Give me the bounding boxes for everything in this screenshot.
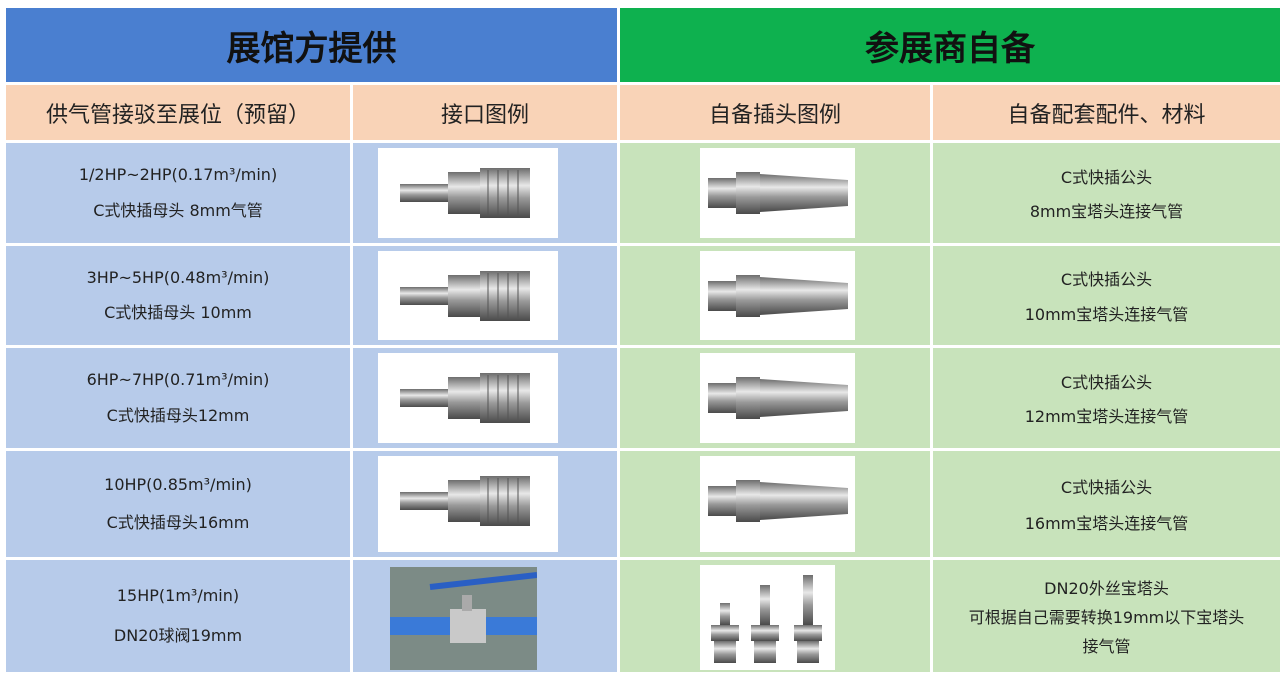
supply-cell: 6HP~7HP(0.71m³/min) C式快插母头12mm [6, 348, 350, 448]
coupler-image [378, 148, 558, 238]
supply-line: C式快插母头16mm [106, 512, 250, 532]
materials-line: 12mm宝塔头连接气管 [1024, 407, 1189, 427]
supply-line: C式快插母头 10mm [104, 303, 252, 322]
materials-cell: DN20外丝宝塔头可根据自己需要转换19mm以下宝塔头 接气管 [933, 560, 1280, 672]
column-header: 供气管接驳至展位（预留） [6, 85, 350, 140]
supply-line: 15HP(1m³/min) [116, 586, 240, 606]
supply-line: 6HP~7HP(0.71m³/min) [86, 370, 270, 390]
materials-line: 接气管 [1082, 637, 1131, 656]
plug-image [700, 353, 855, 443]
materials-line: 10mm宝塔头连接气管 [1024, 304, 1189, 324]
coupler-image [378, 456, 558, 552]
materials-cell: C式快插公头 16mm宝塔头连接气管 [933, 451, 1280, 557]
supply-line: 1/2HP~2HP(0.17m³/min) [78, 165, 278, 185]
materials-line: C式快插公头 [1060, 270, 1153, 290]
barb-image [700, 565, 835, 670]
header-self: 参展商自备 [620, 8, 1280, 82]
materials-line: C式快插公头 [1060, 167, 1153, 187]
supply-line: C式快插母头 8mm气管 [93, 200, 263, 220]
plug-image [700, 456, 855, 552]
plug-image [700, 148, 855, 238]
supply-cell: 15HP(1m³/min) DN20球阀19mm [6, 560, 350, 672]
valve-image [390, 567, 538, 670]
body-cell [6, 348, 350, 448]
supply-line: DN20球阀19mm [113, 625, 243, 645]
materials-line: 8mm宝塔头连接气管 [1029, 202, 1184, 222]
column-header: 接口图例 [353, 85, 617, 140]
materials-line: C式快插公头 [1060, 477, 1153, 497]
header-provided: 展馆方提供 [6, 8, 617, 82]
materials-line: C式快插公头 [1060, 372, 1153, 392]
column-header: 自备配套配件、材料 [933, 85, 1280, 140]
body-cell [933, 348, 1280, 448]
supply-line: 10HP(0.85m³/min) [104, 475, 252, 495]
materials-line: DN20外丝宝塔头 [1044, 579, 1169, 598]
materials-line: 可根据自己需要转换19mm以下宝塔头 [968, 608, 1245, 627]
supply-line: C式快插母头12mm [106, 405, 250, 425]
body-cell [933, 451, 1280, 557]
body-cell [6, 246, 350, 345]
supply-cell: 3HP~5HP(0.48m³/min) C式快插母头 10mm [6, 246, 350, 345]
coupler-image [378, 353, 558, 443]
materials-cell: C式快插公头 12mm宝塔头连接气管 [933, 348, 1280, 448]
supply-cell: 1/2HP~2HP(0.17m³/min) C式快插母头 8mm气管 [6, 143, 350, 243]
body-cell [933, 560, 1280, 672]
supply-cell: 10HP(0.85m³/min) C式快插母头16mm [6, 451, 350, 557]
supply-line: 3HP~5HP(0.48m³/min) [86, 268, 270, 287]
body-cell [933, 246, 1280, 345]
body-cell [933, 143, 1280, 243]
plug-image [700, 251, 855, 340]
materials-cell: C式快插公头 8mm宝塔头连接气管 [933, 143, 1280, 243]
coupler-image [378, 251, 558, 340]
body-cell [6, 560, 350, 672]
materials-line: 16mm宝塔头连接气管 [1024, 514, 1189, 534]
column-header: 自备插头图例 [620, 85, 930, 140]
materials-cell: C式快插公头 10mm宝塔头连接气管 [933, 246, 1280, 345]
body-cell [6, 451, 350, 557]
body-cell [6, 143, 350, 243]
